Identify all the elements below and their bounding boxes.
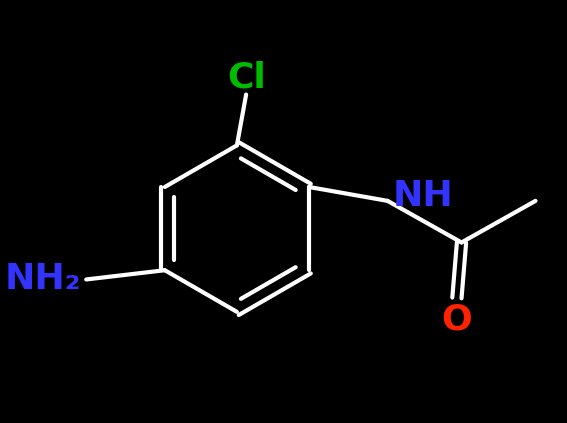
Text: Cl: Cl: [227, 60, 265, 94]
Text: O: O: [442, 302, 472, 337]
Text: NH: NH: [392, 179, 453, 213]
Text: NH₂: NH₂: [5, 262, 82, 297]
